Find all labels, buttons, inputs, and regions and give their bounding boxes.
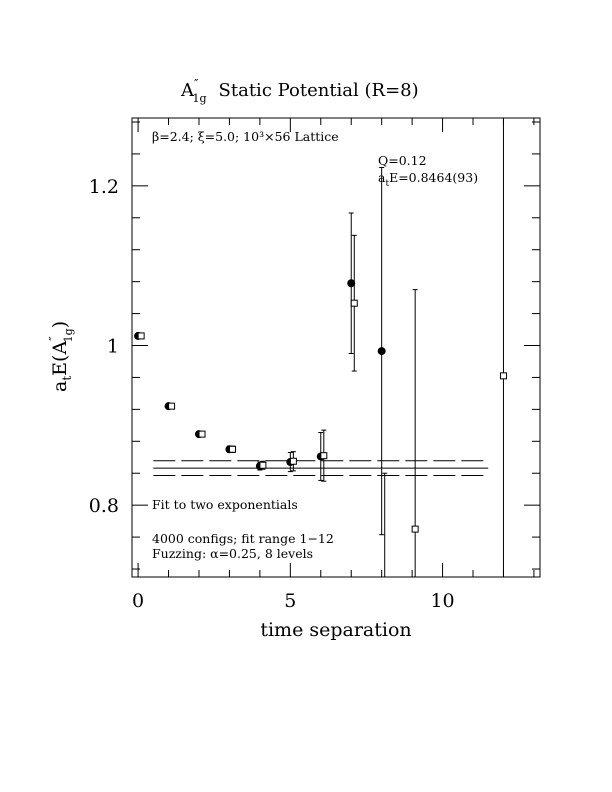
lattice-annotation: β=2.4; ξ=5.0; 10³×56 Lattice — [152, 129, 339, 144]
fuzzing-annotation: Fuzzing: α=0.25, 8 levels — [152, 546, 313, 561]
data-point-circle — [377, 347, 386, 356]
data-point-square — [228, 445, 236, 453]
x-tick-label: 10 — [430, 590, 454, 612]
data-point-square — [259, 461, 267, 469]
x-tick-label: 0 — [132, 590, 144, 612]
plot-frame — [131, 117, 541, 578]
y-tick-label: 0.8 — [89, 495, 119, 517]
y-axis-label: atE(A″1g) — [47, 321, 75, 392]
data-point-square — [411, 525, 419, 533]
y-tick-label: 1.2 — [89, 176, 119, 198]
x-axis-label: time separation — [260, 619, 411, 641]
chart-title: A″ 1g Static Potential (R=8) — [180, 77, 419, 105]
configs-annotation: 4000 configs; fit range 1−12 — [152, 531, 334, 546]
data-point-square — [137, 332, 145, 340]
axis-ticks: 0 5 10 0.8 1 1.2 — [89, 118, 540, 612]
data-points — [134, 118, 507, 577]
data-point-circle — [347, 279, 356, 288]
x-tick-label: 5 — [284, 590, 296, 612]
data-point-square — [320, 452, 328, 460]
data-point-square — [168, 402, 176, 410]
data-point-square — [499, 372, 507, 380]
data-point-square — [198, 430, 206, 438]
y-tick-label: 1 — [107, 336, 119, 358]
data-point-square — [289, 457, 297, 465]
fit-annotation: Fit to two exponentials — [152, 497, 298, 512]
q-annotation: Q=0.12 — [378, 153, 427, 168]
energy-annotation: atE=0.8464(93) — [378, 170, 478, 189]
data-point-square — [350, 299, 358, 307]
